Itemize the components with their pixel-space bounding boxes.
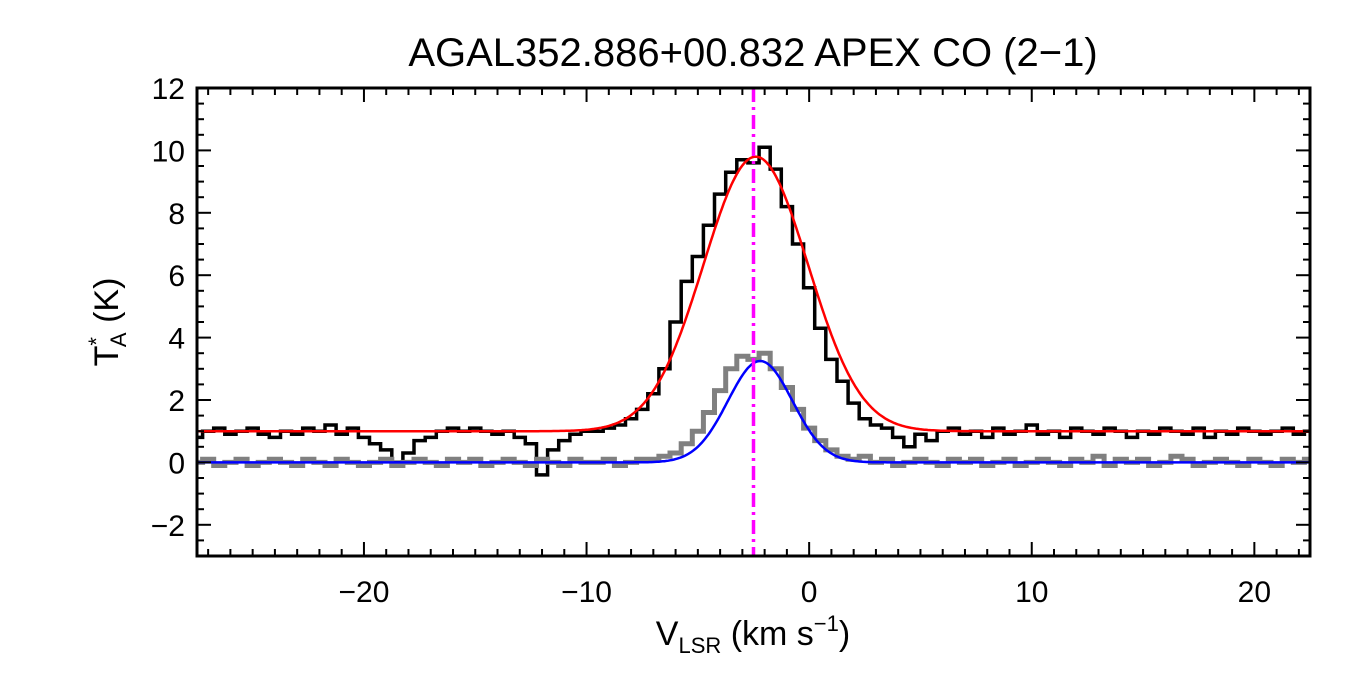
x-axis-label-exp: −1 bbox=[814, 611, 839, 636]
spectrum-step-series-0 bbox=[197, 145, 1310, 477]
x-tick-label: 10 bbox=[1015, 576, 1048, 609]
gaussian-fit-series-2 bbox=[197, 155, 1310, 433]
x-axis-label-main: V bbox=[656, 615, 679, 653]
x-tick-label: 0 bbox=[801, 576, 818, 609]
y-axis-label-unit: (K) bbox=[88, 278, 126, 333]
x-axis-label-close: ) bbox=[839, 615, 850, 653]
x-tick-label: 20 bbox=[1238, 576, 1271, 609]
y-axis-label-sub: A bbox=[106, 332, 131, 347]
y-tick-label: 2 bbox=[168, 385, 185, 418]
y-tick-label: 12 bbox=[152, 73, 185, 106]
y-tick-label: −2 bbox=[151, 510, 185, 543]
ticks-layer bbox=[197, 87, 1310, 557]
x-axis-label: VLSR (km s−1) bbox=[656, 611, 850, 658]
y-axis-label: T*A (K) bbox=[84, 278, 131, 367]
x-tick-label: −20 bbox=[339, 576, 390, 609]
y-axis-label-sup: * bbox=[84, 337, 109, 346]
x-axis-label-sub: LSR bbox=[678, 633, 721, 658]
y-tick-label: 4 bbox=[168, 323, 185, 356]
y-tick-label: 10 bbox=[152, 135, 185, 168]
y-tick-label: 0 bbox=[168, 447, 185, 480]
y-tick-label: 8 bbox=[168, 198, 185, 231]
y-axis-label-main: T bbox=[88, 346, 126, 367]
x-axis-label-unit: (km s bbox=[721, 615, 814, 653]
series-layer bbox=[197, 145, 1310, 477]
y-tick-label: 6 bbox=[168, 260, 185, 293]
chart-title: AGAL352.886+00.832 APEX CO (2−1) bbox=[408, 31, 1097, 75]
x-tick-label: −10 bbox=[561, 576, 612, 609]
